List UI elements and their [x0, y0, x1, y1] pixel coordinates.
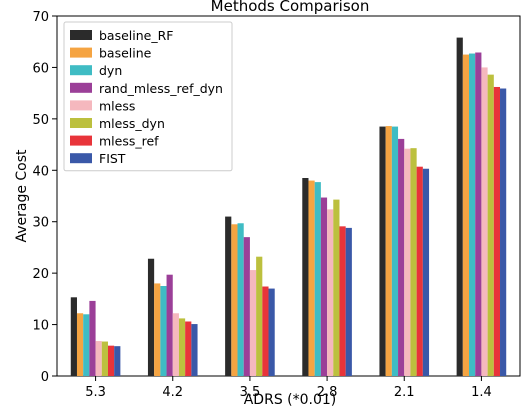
bar-dyn-5.3: [83, 314, 90, 376]
bar-FIST-2.8: [345, 227, 352, 376]
bar-mless-dyn-1.4: [487, 74, 494, 376]
legend-label-mless-ref: mless_ref: [99, 134, 159, 149]
bar-mless-2.1: [404, 148, 411, 376]
x-tick-label: 2.1: [394, 385, 415, 400]
legend-label-FIST: FIST: [99, 151, 126, 166]
y-tick-label: 30: [32, 216, 49, 231]
y-tick-label: 50: [32, 113, 49, 128]
bar-baseline-RF-1.4: [456, 37, 463, 376]
legend-swatch-FIST: [70, 153, 92, 164]
bar-FIST-1.4: [500, 88, 507, 376]
bar-baseline-RF-2.8: [302, 178, 309, 376]
bar-mless-1.4: [481, 67, 488, 377]
bar-baseline-2.1: [385, 126, 392, 376]
bar-dyn-2.8: [314, 182, 321, 376]
legend-label-mless: mless: [99, 98, 135, 113]
bar-baseline-2.8: [308, 180, 315, 376]
bar-baseline-RF-2.1: [379, 126, 386, 376]
bar-rand-mless-ref-dyn-4.2: [166, 274, 173, 376]
y-tick-label: 0: [41, 370, 49, 385]
x-tick-label: 5.3: [85, 385, 106, 400]
legend-swatch-baseline-RF: [70, 30, 92, 40]
bar-baseline-1.4: [462, 54, 470, 376]
bar-baseline-3.5: [231, 224, 238, 376]
bar-mless-dyn-5.3: [101, 341, 108, 376]
bar-FIST-5.3: [114, 346, 121, 376]
bar-baseline-4.2: [154, 283, 161, 376]
bar-mless-ref-1.4: [493, 86, 501, 376]
bar-mless-dyn-2.8: [333, 199, 340, 376]
x-tick-label: 1.4: [471, 385, 492, 400]
bar-mless-dyn-3.5: [256, 256, 263, 376]
bar-dyn-1.4: [469, 53, 476, 376]
legend-swatch-dyn: [70, 65, 92, 76]
bar-FIST-4.2: [191, 324, 198, 376]
legend-swatch-mless-dyn: [70, 118, 92, 128]
bar-mless-ref-4.2: [185, 321, 192, 376]
bar-mless-5.3: [95, 341, 102, 376]
bar-mless-ref-5.3: [107, 345, 115, 376]
y-axis-label: Average Cost: [14, 149, 30, 243]
legend-swatch-rand-mless-ref-dyn: [70, 82, 92, 93]
bar-rand-mless-ref-dyn-1.4: [475, 52, 482, 376]
legend-swatch-baseline: [70, 47, 92, 58]
legend-label-baseline-RF: baseline_RF: [99, 28, 173, 43]
bar-baseline-5.3: [76, 313, 84, 376]
legend-box: [63, 21, 233, 172]
chart-title: Methods Comparison: [211, 0, 370, 15]
legend-swatch-mless: [70, 100, 92, 111]
bar-mless-2.8: [327, 209, 334, 376]
bar-dyn-3.5: [237, 223, 244, 376]
bar-baseline-RF-3.5: [225, 216, 232, 376]
bar-dyn-4.2: [160, 286, 167, 376]
legend: baseline_RF baseline dyn rand_mless_ref_dyn…: [63, 21, 233, 172]
legend-label-mless-dyn: mless_dyn: [99, 116, 165, 131]
y-tick-label: 70: [32, 10, 49, 25]
legend-label-dyn: dyn: [99, 63, 122, 78]
x-tick-label: 4.2: [162, 385, 183, 400]
y-tick-label: 20: [32, 267, 49, 282]
x-tick-label: 3.5: [240, 385, 261, 400]
bar-mless-4.2: [172, 313, 179, 376]
legend-label-baseline: baseline: [99, 46, 152, 61]
bar-dyn-2.1: [391, 126, 399, 376]
bar-rand-mless-ref-dyn-5.3: [89, 300, 96, 376]
bar-mless-ref-2.1: [416, 166, 423, 376]
bar-mless-ref-3.5: [262, 286, 269, 376]
bar-baseline-RF-5.3: [70, 297, 77, 376]
bar-rand-mless-ref-dyn-2.1: [398, 138, 405, 376]
x-tick-label: 2.8: [317, 385, 338, 400]
x-axis-label: ADRS (*0.01): [244, 392, 337, 408]
legend-label-rand-mless-ref-dyn: rand_mless_ref_dyn: [99, 81, 223, 96]
bar-FIST-2.1: [422, 168, 430, 376]
y-tick-label: 40: [32, 164, 49, 179]
bar-mless-3.5: [249, 270, 257, 376]
bar-mless-dyn-4.2: [178, 318, 186, 376]
plot-area: 0 10 20 30 40 50 60 70 5.3 4.2 3.5 2.8 2.1 1.4: [32, 10, 521, 400]
bar-mless-ref-2.8: [339, 226, 346, 376]
bar-rand-mless-ref-dyn-3.5: [243, 237, 250, 376]
bar-FIST-3.5: [268, 288, 275, 376]
bar-mless-dyn-2.1: [410, 148, 417, 376]
legend-swatch-mless-ref: [70, 135, 92, 146]
bar-rand-mless-ref-dyn-2.8: [320, 197, 328, 376]
y-tick-label: 60: [32, 61, 49, 76]
bar-baseline-RF-4.2: [147, 258, 155, 376]
y-tick-label: 10: [32, 319, 49, 334]
